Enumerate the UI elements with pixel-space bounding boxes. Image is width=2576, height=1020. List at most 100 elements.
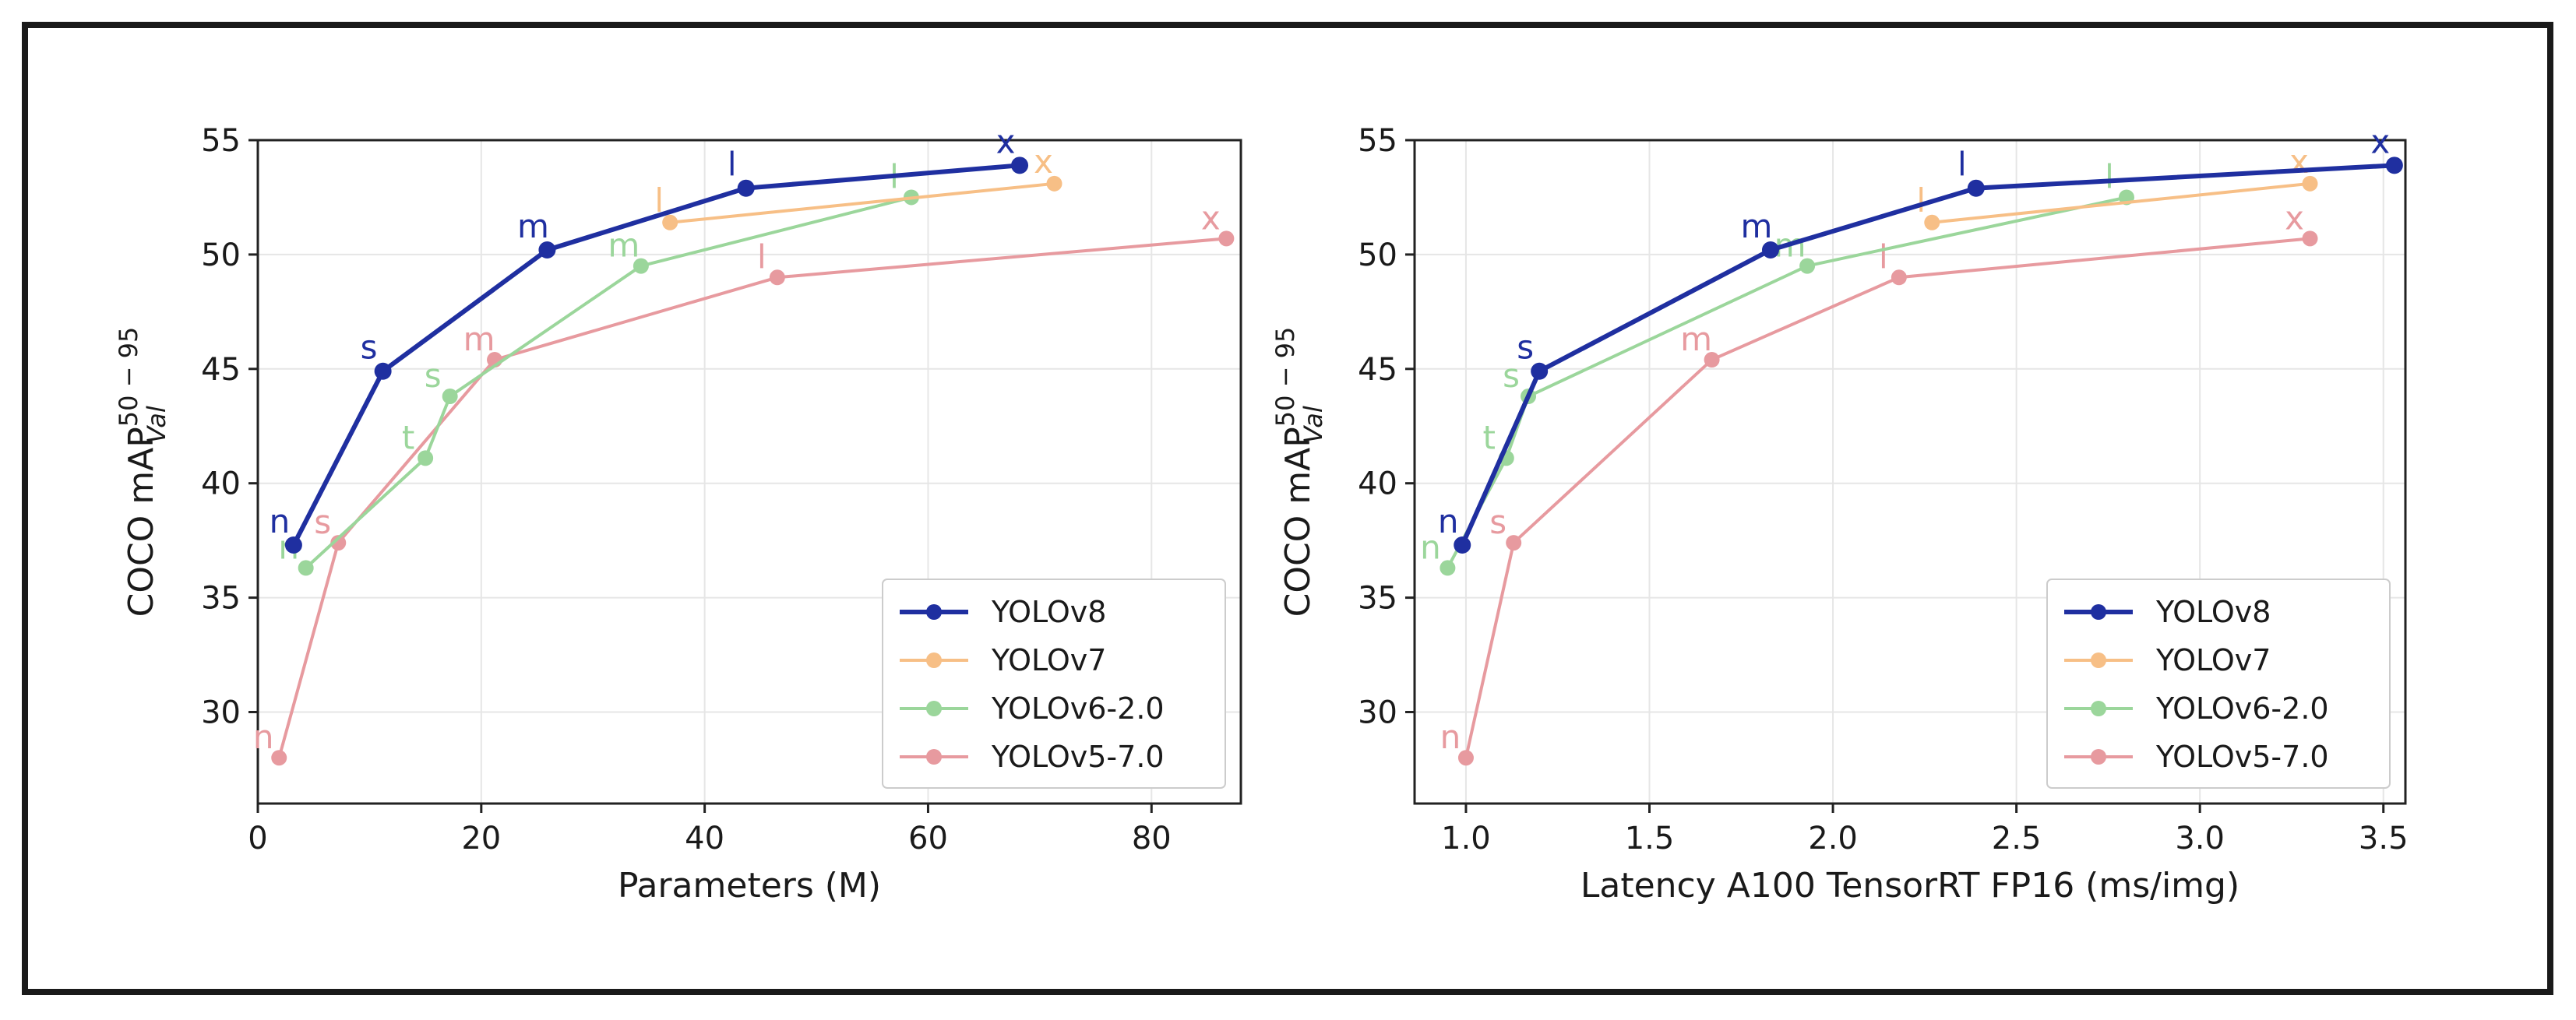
y-axis-label-superscript: 50 − 95	[114, 327, 143, 427]
data-point-label: x	[2370, 122, 2390, 160]
data-point-label: l	[728, 146, 737, 184]
x-tick-label: 3.0	[2175, 821, 2225, 856]
data-point-label: l	[654, 181, 664, 220]
y-tick-label: 45	[1358, 352, 1397, 388]
x-tick-label: 40	[685, 821, 724, 856]
series-line	[291, 163, 1020, 547]
data-point-label: s	[361, 329, 378, 367]
data-point-label: m	[1741, 207, 1773, 245]
data-point-label: n	[1420, 528, 1441, 566]
y-tick-label: 35	[201, 581, 241, 617]
legend-entry-label: YOLOv5-7.0	[991, 740, 1165, 774]
chart-2: 1.0 1.5 2.0 2.5 3.0 3.5 30 35 40 45 50 55 Latency A1…	[1270, 122, 2409, 906]
legend-entry-label: YOLOv5-7.0	[2155, 740, 2329, 774]
data-point	[442, 389, 458, 405]
series-yolov8: n s m l x	[1438, 122, 2403, 554]
data-point	[1218, 230, 1235, 247]
data-point	[1457, 750, 1474, 766]
x-tick-label: 1.5	[1625, 821, 1675, 856]
data-point-label: m	[517, 207, 549, 245]
data-point-label: l	[1916, 181, 1926, 220]
y-tick-label: 40	[201, 466, 241, 502]
data-point-label: l	[2105, 157, 2114, 195]
data-point-label: x	[2289, 142, 2309, 181]
x-axis-label: Latency A100 TensorRT FP16 (ms/img)	[1580, 866, 2239, 906]
legend-box	[882, 579, 1226, 789]
data-point	[1891, 269, 1907, 286]
x-tick-label: 0	[248, 821, 267, 856]
data-point-label: n	[253, 718, 274, 756]
y-tick-label: 55	[1358, 123, 1397, 159]
legend-entry-label: YOLOv8	[2155, 595, 2271, 629]
data-point	[2385, 157, 2403, 174]
y-tick-label: 30	[1358, 695, 1397, 730]
y-axis-label-base: COCO mAP	[1278, 427, 1318, 617]
legend-entry-label: YOLOv7	[991, 643, 1106, 677]
data-point	[1454, 536, 1471, 554]
chart-1: 0 20 40 60 80 30 35 40 45 50 55 Parameters (M) COCO …	[114, 122, 1242, 906]
data-point-label: m	[463, 320, 495, 358]
legend-entry-label: YOLOv8	[991, 595, 1106, 629]
data-point	[271, 750, 287, 766]
data-point-label: s	[1503, 357, 1520, 395]
x-tick-label: 1.0	[1441, 821, 1491, 856]
data-point	[1704, 352, 1720, 368]
data-point	[769, 269, 785, 286]
plot-area-frame	[256, 139, 1242, 805]
data-point-label: x	[1034, 142, 1053, 181]
x-tick-label: 80	[1132, 821, 1172, 856]
data-point	[1761, 241, 1779, 259]
x-tick-label: 3.5	[2359, 821, 2409, 856]
data-point-label: x	[996, 122, 1016, 160]
data-point-label: t	[402, 418, 414, 456]
data-point	[1011, 157, 1029, 174]
data-point-label: x	[2285, 199, 2304, 237]
y-axis-label-subscript: Val	[1299, 406, 1328, 443]
data-point-label: s	[314, 503, 331, 541]
data-point-label: l	[757, 237, 766, 276]
data-point	[1924, 214, 1940, 230]
legend-swatch-marker	[2091, 652, 2106, 668]
x-tick-label: 2.5	[1992, 821, 2042, 856]
data-point	[2302, 230, 2318, 247]
legend-swatch-marker	[2091, 701, 2106, 716]
data-point-label: t	[1483, 418, 1496, 456]
data-point-label: n	[270, 502, 291, 540]
y-tick-label: 35	[1358, 581, 1397, 617]
y-tick-label: 50	[201, 237, 241, 273]
data-point-label: s	[1517, 329, 1534, 367]
data-point	[1506, 535, 1522, 551]
y-tick-label: 40	[1358, 466, 1397, 502]
legend: YOLOv8 YOLOv7 YOLOv6-2.0 YOLOv5-7.0	[2046, 579, 2391, 789]
legend-swatch-marker	[926, 749, 942, 765]
legend-swatch-marker	[926, 604, 942, 620]
data-point	[1799, 258, 1816, 274]
series-line	[669, 181, 1055, 224]
legend-entry-label: YOLOv6-2.0	[991, 691, 1165, 726]
legend: YOLOv8 YOLOv7 YOLOv6-2.0 YOLOv5-7.0	[882, 579, 1226, 789]
series-yolov7: lx	[654, 142, 1062, 230]
x-axis-label: Parameters (M)	[618, 866, 881, 906]
series-line	[1932, 181, 2310, 224]
legend-swatch-marker	[926, 701, 942, 716]
legend-entry-label: YOLOv7	[2155, 643, 2271, 677]
charts-canvas: 0 20 40 60 80 30 35 40 45 50 55 Parameters (M) COCO …	[114, 122, 2409, 906]
data-point-label: x	[1201, 199, 1221, 237]
legend-swatch-marker	[2091, 749, 2106, 765]
figure-frame: 0 20 40 60 80 30 35 40 45 50 55 Parameters (M) COCO …	[22, 22, 2553, 995]
data-point-label: m	[608, 227, 640, 265]
data-point-label: n	[1438, 502, 1459, 540]
data-point	[374, 362, 392, 380]
data-point	[538, 241, 556, 259]
data-point	[662, 214, 678, 230]
data-point-label: n	[1440, 718, 1461, 756]
x-tick-label: 20	[461, 821, 501, 856]
y-axis-label: COCO mAP50 − 95Val	[1270, 327, 1328, 617]
data-point	[330, 535, 347, 551]
data-point	[418, 450, 434, 466]
